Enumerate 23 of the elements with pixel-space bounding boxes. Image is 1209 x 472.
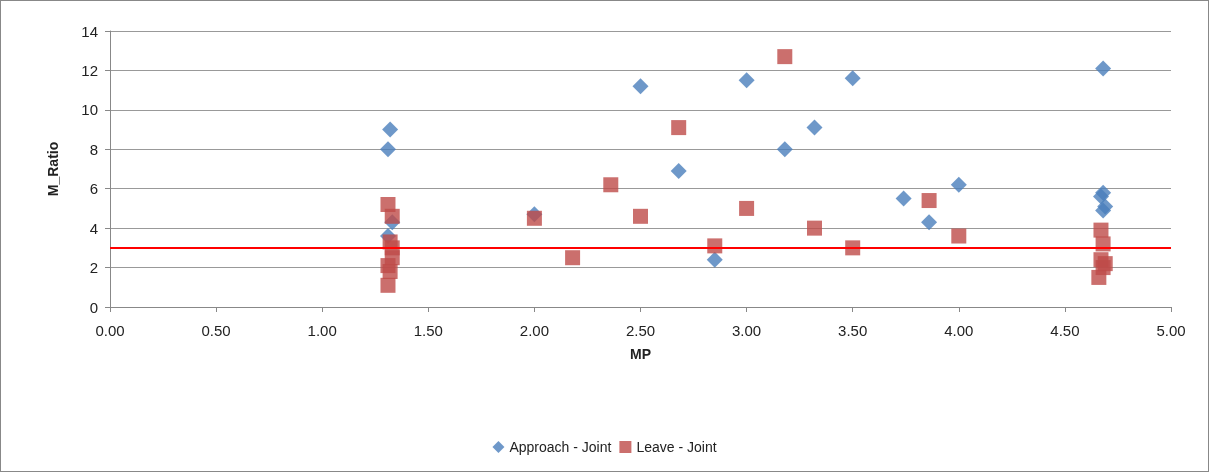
x-tick-label: 4.00 xyxy=(944,322,974,339)
y-tick-label: 12 xyxy=(81,61,98,79)
x-tick-label: 3.50 xyxy=(838,322,868,339)
x-axis-title: MP xyxy=(630,346,651,362)
y-tick-label: 10 xyxy=(81,101,98,119)
legend-label: Leave - Joint xyxy=(636,439,717,455)
y-tick-label: 4 xyxy=(89,219,98,237)
x-tick-label: 4.50 xyxy=(1050,322,1080,339)
x-tick-label: 2.50 xyxy=(625,322,656,339)
x-tick-label: 1.50 xyxy=(413,322,443,339)
y-tick-label: 6 xyxy=(89,180,98,198)
y-axis-title: M_Ratio xyxy=(45,141,61,197)
x-tick-label: 3.00 xyxy=(732,322,762,339)
x-tick-label: 5.00 xyxy=(1156,322,1186,339)
y-tick-label: 14 xyxy=(81,22,98,40)
x-tick-label: 0.00 xyxy=(95,322,125,339)
y-tick-label: 8 xyxy=(89,140,98,158)
y-tick-label: 2 xyxy=(89,259,98,277)
x-tick-label: 0.50 xyxy=(201,322,231,339)
x-tick-label: 2.00 xyxy=(519,322,549,339)
y-tick-label: 0 xyxy=(89,298,98,316)
x-tick-label: 1.00 xyxy=(307,322,337,339)
legend-label: Approach - Joint xyxy=(509,439,612,455)
